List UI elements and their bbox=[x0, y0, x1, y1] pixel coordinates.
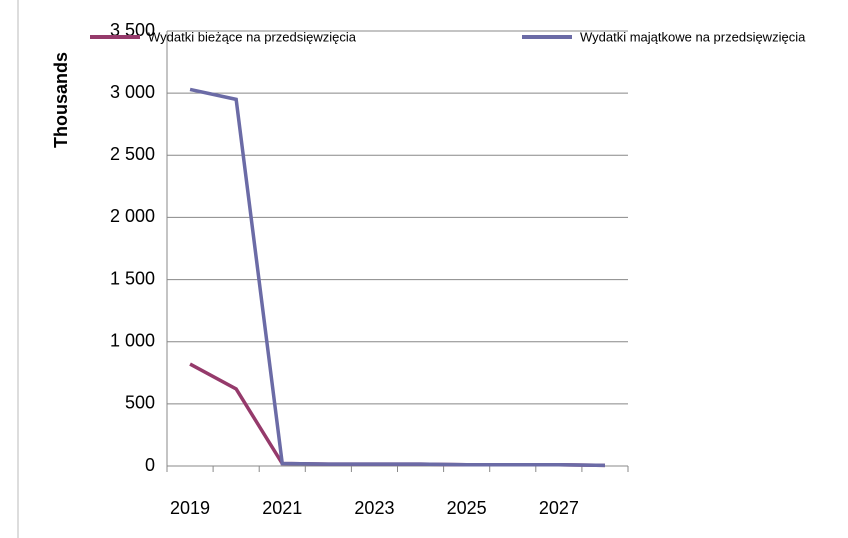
y-tick-label: 3 500 bbox=[110, 20, 155, 40]
y-tick-label: 0 bbox=[145, 455, 155, 475]
legend-label: Wydatki majątkowe na przedsięwzięcia bbox=[580, 29, 806, 44]
y-tick-label: 1 000 bbox=[110, 330, 155, 350]
y-axis-label: Thousands bbox=[51, 52, 71, 148]
series-line bbox=[189, 362, 605, 468]
x-tick-label: 2027 bbox=[539, 498, 579, 518]
y-tick-label: 500 bbox=[125, 393, 155, 413]
series-line bbox=[189, 87, 605, 468]
x-tick-label: 2023 bbox=[354, 498, 394, 518]
y-tick-label: 1 500 bbox=[110, 268, 155, 288]
y-tick-label: 2 000 bbox=[110, 206, 155, 226]
legend-label: Wydatki bieżące na przedsięwzięcia bbox=[148, 29, 357, 44]
x-tick-label: 2019 bbox=[170, 498, 210, 518]
y-tick-label: 2 500 bbox=[110, 144, 155, 164]
x-tick-label: 2025 bbox=[447, 498, 487, 518]
y-tick-label: 3 000 bbox=[110, 82, 155, 102]
x-tick-label: 2021 bbox=[262, 498, 302, 518]
